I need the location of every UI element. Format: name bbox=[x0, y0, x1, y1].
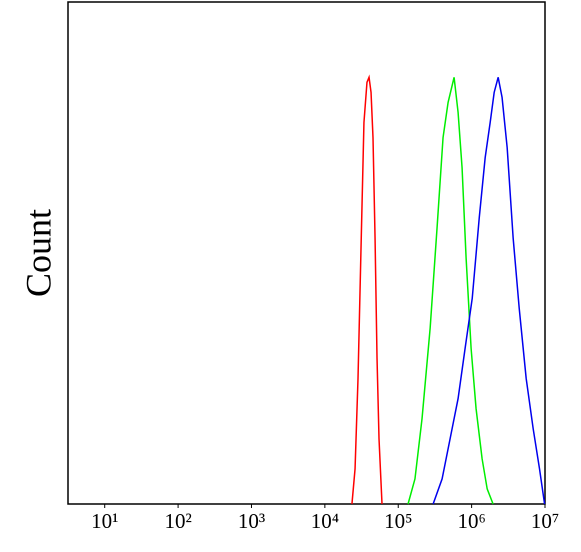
x-tick-label: 10² bbox=[164, 509, 191, 533]
histogram-line bbox=[407, 77, 494, 505]
x-tick-label: 10⁴ bbox=[311, 509, 339, 533]
x-tick-label: 10⁷ bbox=[531, 509, 559, 533]
x-tick-label: 10⁵ bbox=[384, 509, 412, 533]
x-tick-label: 10⁶ bbox=[457, 509, 485, 533]
x-tick-label: 10¹ bbox=[91, 509, 118, 533]
histogram-line bbox=[432, 77, 546, 505]
y-axis-label: Count bbox=[18, 209, 58, 297]
x-tick-label: 10³ bbox=[238, 509, 265, 533]
histogram-line bbox=[351, 74, 383, 505]
plot-frame bbox=[67, 1, 546, 505]
